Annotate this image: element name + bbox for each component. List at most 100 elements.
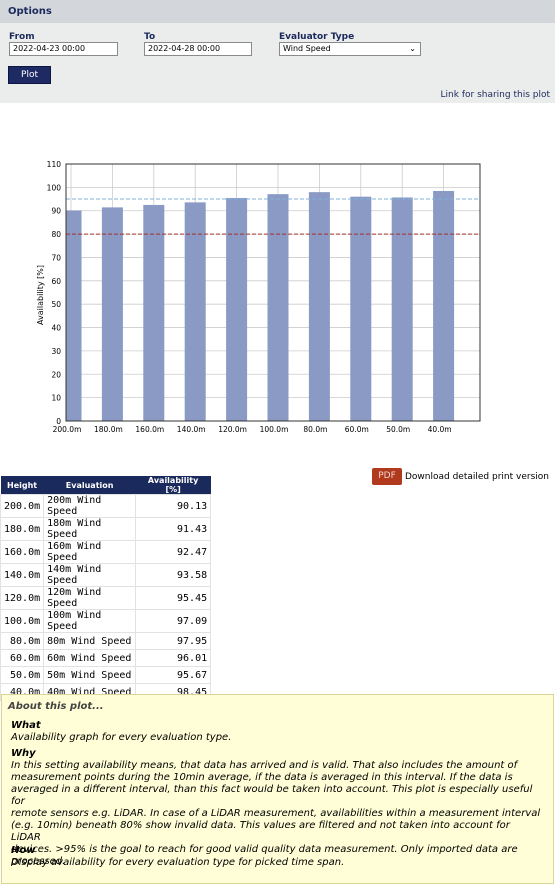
x-tick-label: 160.0m <box>135 425 164 434</box>
what-heading: What <box>11 720 41 731</box>
row-evaluation: 100m Wind Speed <box>43 609 137 633</box>
why-line: measurement points during the 10min aver… <box>11 772 513 783</box>
row-height: 200.0m <box>0 494 45 518</box>
x-tick-label: 140.0m <box>177 425 206 434</box>
y-tick-label: 10 <box>51 394 61 403</box>
y-tick-label: 100 <box>47 183 62 192</box>
y-tick-label: 50 <box>51 300 61 309</box>
y-tick-label: 110 <box>47 160 62 169</box>
bar <box>226 197 248 421</box>
bar <box>101 207 123 421</box>
bar <box>267 194 289 421</box>
row-evaluation: 120m Wind Speed <box>43 586 137 610</box>
evaluator-select-value: Wind Speed <box>283 44 331 53</box>
y-tick-label: 70 <box>51 253 61 262</box>
why-line: remote sensors e.g. LiDAR. In case of a … <box>11 808 541 819</box>
options-header: Options <box>0 0 555 23</box>
bar <box>350 196 372 421</box>
row-evaluation: 80m Wind Speed <box>43 632 137 650</box>
options-panel: From 2022-04-23 00:00 To 2022-04-28 00:0… <box>0 23 555 103</box>
x-tick-label: 60.0m <box>345 425 369 434</box>
bar <box>308 192 330 421</box>
x-tick-label: 80.0m <box>303 425 327 434</box>
row-availability: 95.45 <box>135 586 212 610</box>
bar <box>66 210 82 421</box>
table-row: 160.0m 160m Wind Speed 92.47 <box>0 540 212 564</box>
table-row: 80.0m 80m Wind Speed 97.95 <box>0 632 212 650</box>
row-height: 50.0m <box>0 666 45 684</box>
row-availability: 95.67 <box>135 666 212 684</box>
to-label: To <box>144 32 156 42</box>
bar <box>184 202 206 421</box>
chevron-down-icon: ⌄ <box>409 44 416 53</box>
header-evaluation: Evaluation <box>43 476 136 495</box>
why-heading: Why <box>11 748 36 759</box>
x-tick-label: 120.0m <box>218 425 247 434</box>
why-line: In this setting availability means, that… <box>11 760 518 771</box>
row-evaluation: 50m Wind Speed <box>43 666 137 684</box>
table-body: 200.0m 200m Wind Speed 90.13 180.0m 180m Win… <box>0 494 212 701</box>
row-evaluation: 160m Wind Speed <box>43 540 137 564</box>
x-tick-label: 100.0m <box>260 425 289 434</box>
about-title: About this plot... <box>8 701 104 712</box>
how-heading: How <box>11 845 36 856</box>
row-availability: 97.95 <box>135 632 212 650</box>
bar <box>143 204 165 421</box>
row-availability: 91.43 <box>135 517 212 541</box>
row-height: 180.0m <box>0 517 45 541</box>
to-input[interactable]: 2022-04-28 00:00 <box>144 42 252 56</box>
table-row: 60.0m 60m Wind Speed 96.01 <box>0 649 212 667</box>
availability-chart: 0 10 20 30 40 50 60 70 80 90 100 110 200.0m 180.0m 160… <box>36 160 481 434</box>
how-text: Display availability for every evaluatio… <box>11 857 345 868</box>
y-tick-label: 90 <box>51 207 61 216</box>
row-evaluation: 180m Wind Speed <box>43 517 137 541</box>
chart-axes: 0 10 20 30 40 50 60 70 80 90 100 110 200.0m 180.0m 160… <box>47 160 481 434</box>
x-tick-label: 40.0m <box>428 425 452 434</box>
y-axis-label: Availability [%] <box>36 265 45 325</box>
table-row: 180.0m 180m Wind Speed 91.43 <box>0 517 212 541</box>
row-availability: 93.58 <box>135 563 212 587</box>
row-height: 80.0m <box>0 632 45 650</box>
row-evaluation: 140m Wind Speed <box>43 563 137 587</box>
x-tick-label: 200.0m <box>53 425 82 434</box>
table-header-row: Height Evaluation Availability [%] <box>0 476 211 495</box>
row-evaluation: 200m Wind Speed <box>43 494 137 518</box>
why-text: In this setting availability means, that… <box>11 760 541 868</box>
chart-bars <box>66 190 455 421</box>
row-height: 100.0m <box>0 609 45 633</box>
why-line: (e.g. 10min) beneath 80% show invalid da… <box>11 820 510 843</box>
chart-reference-lines <box>66 198 480 235</box>
evaluator-label: Evaluator Type <box>279 32 355 42</box>
plot-frame <box>65 163 481 422</box>
evaluator-select[interactable]: Wind Speed ⌄ <box>279 42 421 56</box>
y-tick-label: 40 <box>51 324 61 333</box>
share-link[interactable]: Link for sharing this plot <box>440 90 550 100</box>
y-tick-label: 20 <box>51 370 61 379</box>
header-availability: Availability [%] <box>135 476 211 495</box>
download-print-link[interactable]: Download detailed print version <box>405 472 549 482</box>
y-tick-label: 80 <box>51 230 61 239</box>
table-row: 50.0m 50m Wind Speed 95.67 <box>0 666 212 684</box>
table-row: 200.0m 200m Wind Speed 90.13 <box>0 494 212 518</box>
plot-button[interactable]: Plot <box>8 66 51 84</box>
row-availability: 92.47 <box>135 540 212 564</box>
what-text: Availability graph for every evaluation … <box>11 732 232 743</box>
table-row: 120.0m 120m Wind Speed 95.45 <box>0 586 212 610</box>
row-height: 120.0m <box>0 586 45 610</box>
availability-table: Height Evaluation Availability [%] 200.0… <box>0 476 212 701</box>
y-tick-label: 60 <box>51 277 61 286</box>
row-availability: 97.09 <box>135 609 212 633</box>
why-line: averaged in a different interval, than t… <box>11 784 533 807</box>
header-height: Height <box>0 476 44 495</box>
row-availability: 90.13 <box>135 494 212 518</box>
why-line: processed. <box>11 856 66 867</box>
pdf-button[interactable]: PDF <box>372 468 402 485</box>
why-line: devices. >95% is the goal to reach for g… <box>11 844 518 855</box>
y-tick-label: 30 <box>51 347 61 356</box>
x-tick-label: 50.0m <box>386 425 410 434</box>
table-row: 140.0m 140m Wind Speed 93.58 <box>0 563 212 587</box>
from-input[interactable]: 2022-04-23 00:00 <box>9 42 118 56</box>
bar <box>391 197 413 421</box>
x-tick-label: 180.0m <box>94 425 123 434</box>
row-height: 160.0m <box>0 540 45 564</box>
